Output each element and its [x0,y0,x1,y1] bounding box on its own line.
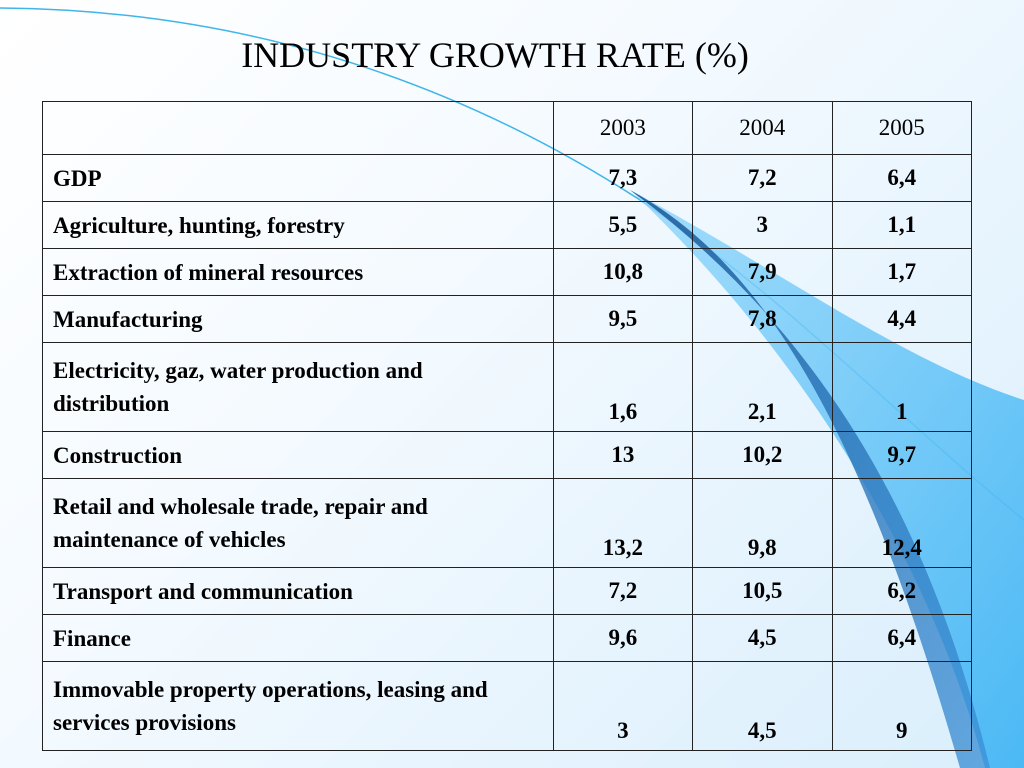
value-cell: 6,4 [831,154,973,202]
value-cell: 13 [552,431,694,479]
value-cell: 6,4 [831,614,973,662]
value-cell: 4,5 [692,614,833,662]
header-year-2005: 2005 [831,101,973,155]
value-cell: 9 [831,661,973,751]
row-label: Finance [42,614,554,662]
value-cell: 4,4 [831,295,973,343]
header-year-2003: 2003 [552,101,694,155]
row-label: Manufacturing [42,295,554,343]
table-row: Extraction of mineral resources 10,8 7,9… [42,248,973,296]
value-cell: 10,2 [692,431,833,479]
value-cell: 9,8 [692,478,833,568]
value-cell: 9,5 [552,295,694,343]
value-cell: 7,9 [692,248,833,296]
value-cell: 1,1 [831,201,973,249]
row-label: GDP [42,154,554,202]
table-row: Finance 9,6 4,5 6,4 [42,614,973,662]
row-label: Extraction of mineral resources [42,248,554,296]
value-cell: 7,2 [692,154,833,202]
row-label: Retail and wholesale trade, repair and m… [42,478,554,568]
value-cell: 3 [692,201,833,249]
table-row: Transport and communication 7,2 10,5 6,2 [42,567,973,615]
value-cell: 1,7 [831,248,973,296]
header-year-2004: 2004 [692,101,833,155]
row-label: Immovable property operations, leasing a… [42,661,554,751]
growth-rate-table: 2003 2004 2005 GDP 7,3 7,2 6,4 Agricultu… [42,101,973,751]
table-row: Electricity, gaz, water production and d… [42,342,973,432]
slide-title: INDUSTRY GROWTH RATE (%) [241,35,749,75]
table-row: Construction 13 10,2 9,7 [42,431,973,479]
table-row: Immovable property operations, leasing a… [42,661,973,751]
value-cell: 10,5 [692,567,833,615]
row-label: Construction [42,431,554,479]
value-cell: 7,2 [552,567,694,615]
table-row: Retail and wholesale trade, repair and m… [42,478,973,568]
value-cell: 2,1 [692,342,833,432]
value-cell: 3 [552,661,694,751]
table-row: Manufacturing 9,5 7,8 4,4 [42,295,973,343]
header-empty-cell [42,101,554,155]
row-label: Agriculture, hunting, forestry [42,201,554,249]
value-cell: 1,6 [552,342,694,432]
value-cell: 5,5 [552,201,694,249]
row-label: Transport and communication [42,567,554,615]
table-header-row: 2003 2004 2005 [42,101,973,155]
table-row: Agriculture, hunting, forestry 5,5 3 1,1 [42,201,973,249]
value-cell: 6,2 [831,567,973,615]
value-cell: 9,7 [831,431,973,479]
value-cell: 1 [831,342,973,432]
table-row: GDP 7,3 7,2 6,4 [42,154,973,202]
value-cell: 13,2 [552,478,694,568]
row-label: Electricity, gaz, water production and d… [42,342,554,432]
value-cell: 10,8 [552,248,694,296]
value-cell: 9,6 [552,614,694,662]
value-cell: 7,3 [552,154,694,202]
value-cell: 7,8 [692,295,833,343]
value-cell: 4,5 [692,661,833,751]
value-cell: 12,4 [831,478,973,568]
